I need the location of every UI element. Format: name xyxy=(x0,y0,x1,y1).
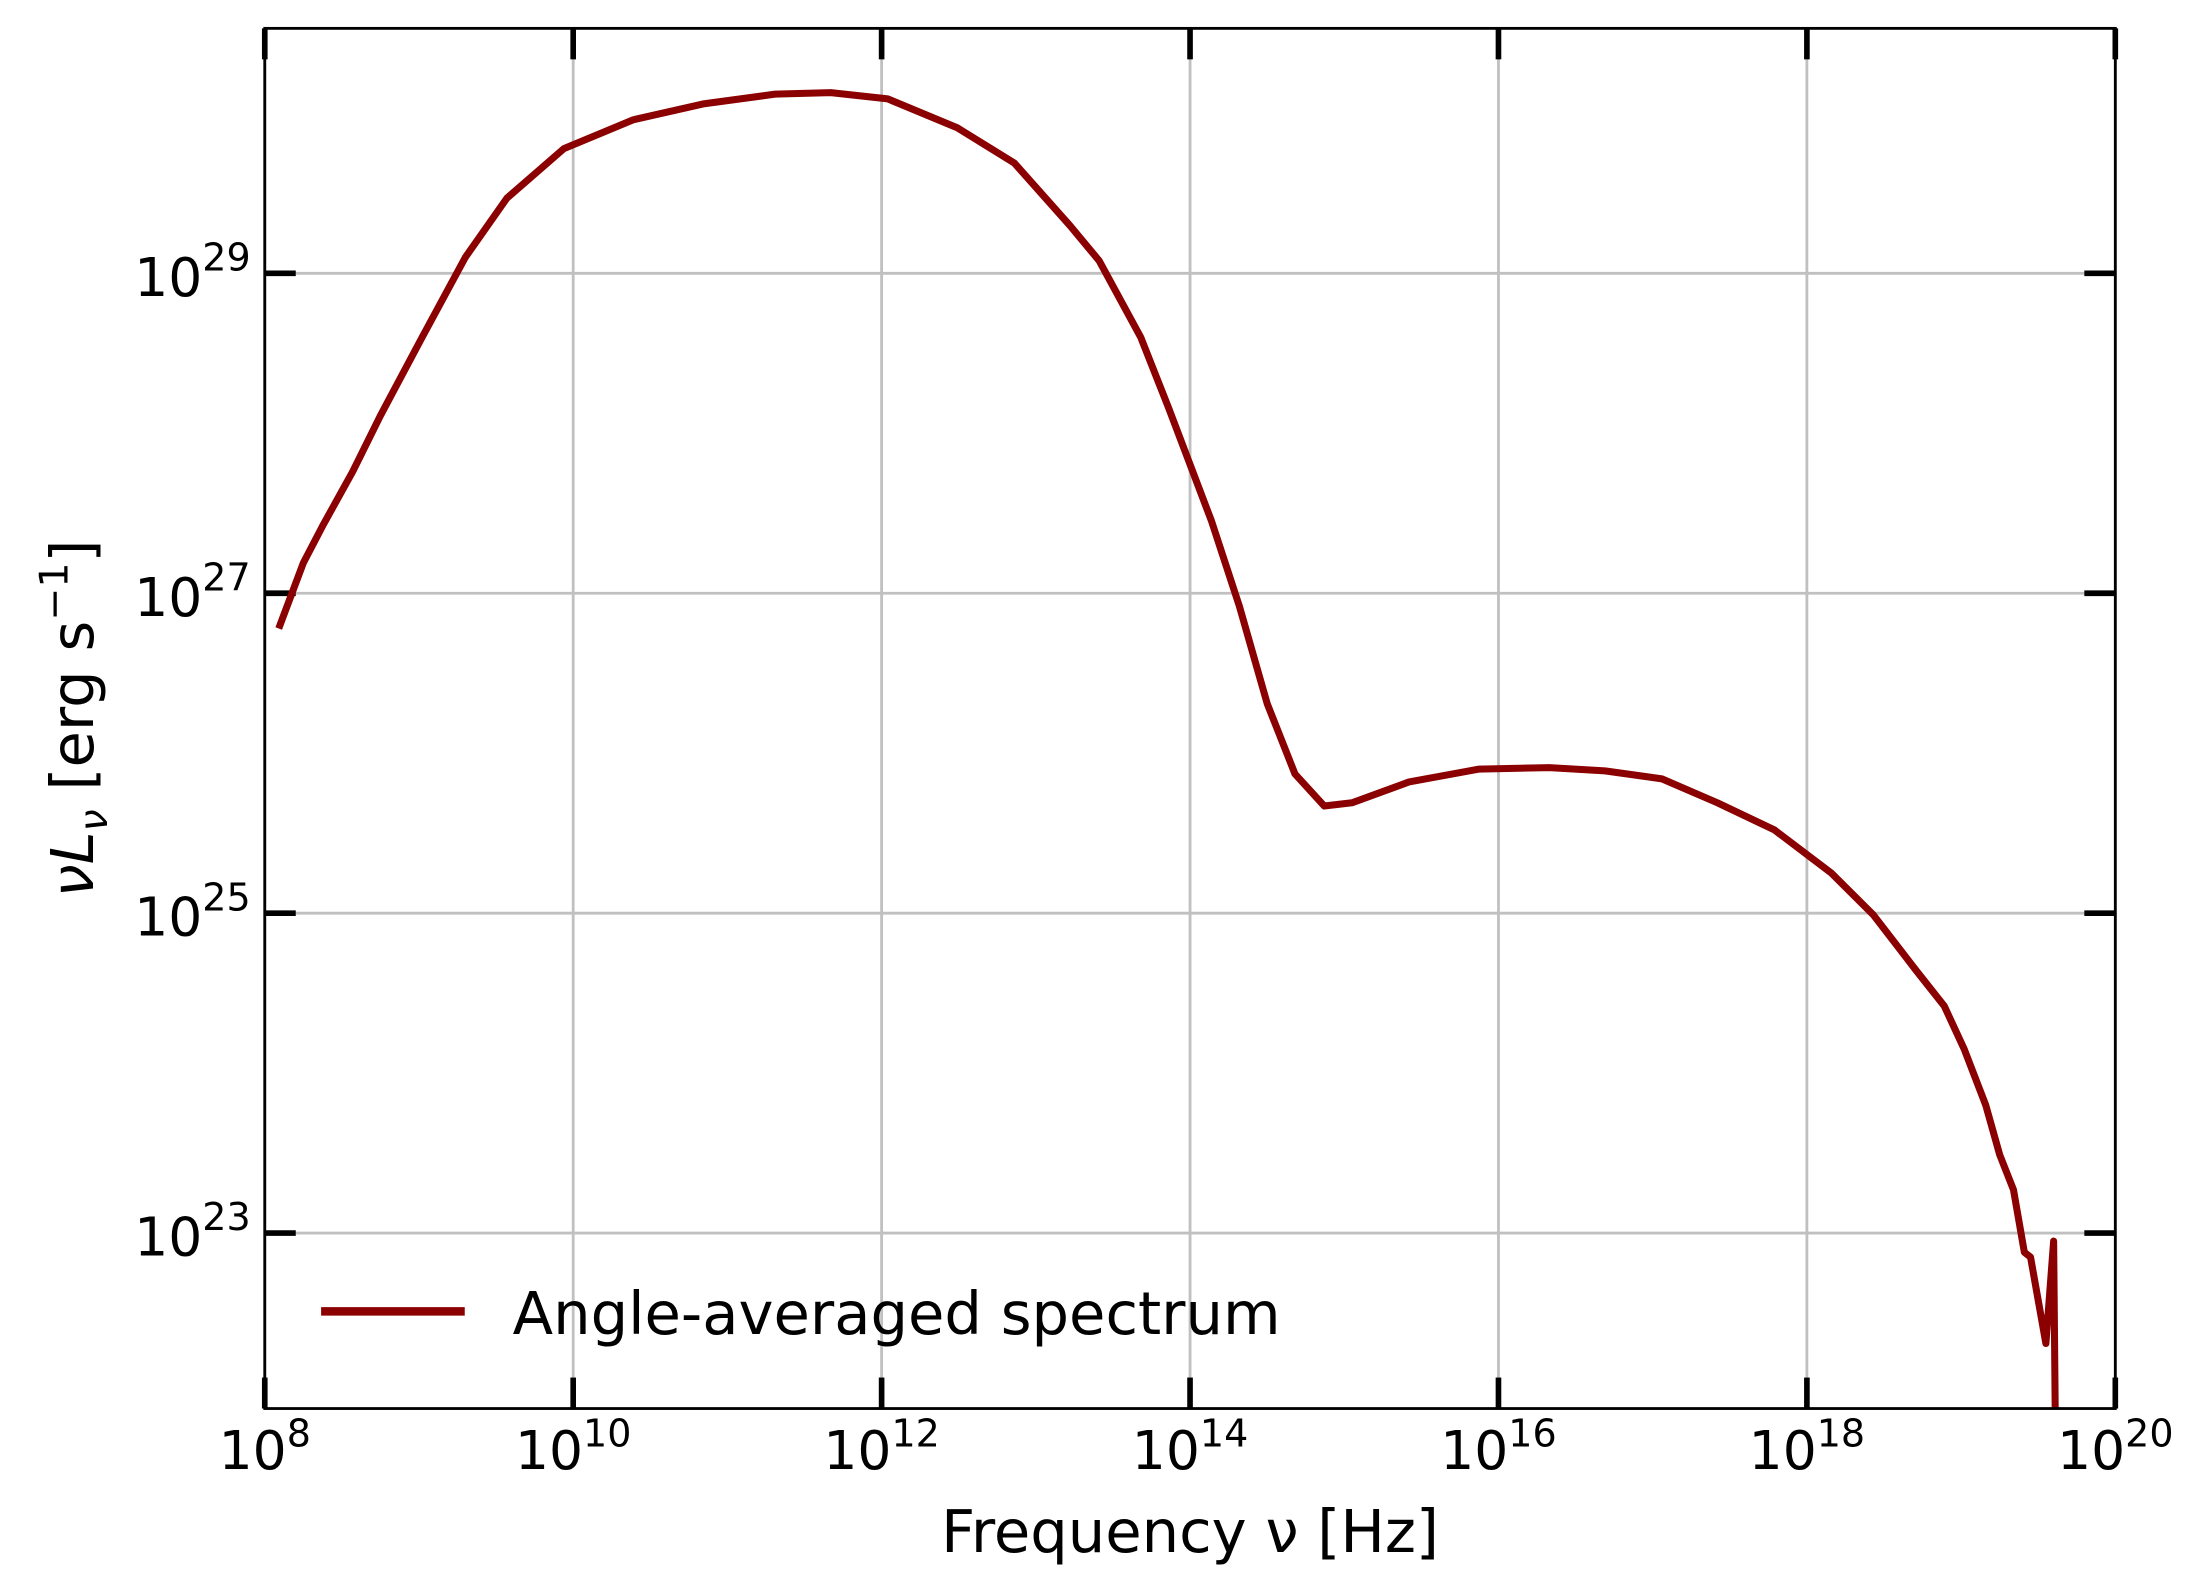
x-tick-label: 1020 xyxy=(2057,1412,2173,1483)
y-tick-label: 1027 xyxy=(134,555,250,628)
x-tick-label: 1012 xyxy=(823,1412,939,1483)
y-tick-label: 1029 xyxy=(134,236,250,309)
legend-label: Angle-averaged spectrum xyxy=(513,1279,1281,1348)
y-axis-label: νLν [erg s−1] xyxy=(32,539,117,897)
x-tick-label: 1010 xyxy=(515,1412,631,1483)
y-tick-label: 1025 xyxy=(134,875,250,948)
x-tick-labels: 108 1010 1012 1014 1016 1018 1020 xyxy=(219,1412,2174,1483)
grid xyxy=(263,28,2117,1409)
plot-frame xyxy=(263,26,2117,1410)
x-axis-label: Frequency ν [Hz] xyxy=(941,1497,1439,1566)
x-tick-label: 1014 xyxy=(1132,1412,1248,1483)
x-tick-label: 108 xyxy=(219,1412,311,1483)
legend: Angle-averaged spectrum xyxy=(321,1279,1281,1348)
y-tick-labels: 1023 1025 1027 1029 xyxy=(134,236,250,1269)
x-tick-label: 1018 xyxy=(1749,1412,1865,1483)
x-tick-label: 1016 xyxy=(1440,1412,1556,1483)
y-tick-label: 1023 xyxy=(134,1195,250,1268)
series-line-angle-averaged xyxy=(275,89,2059,1409)
